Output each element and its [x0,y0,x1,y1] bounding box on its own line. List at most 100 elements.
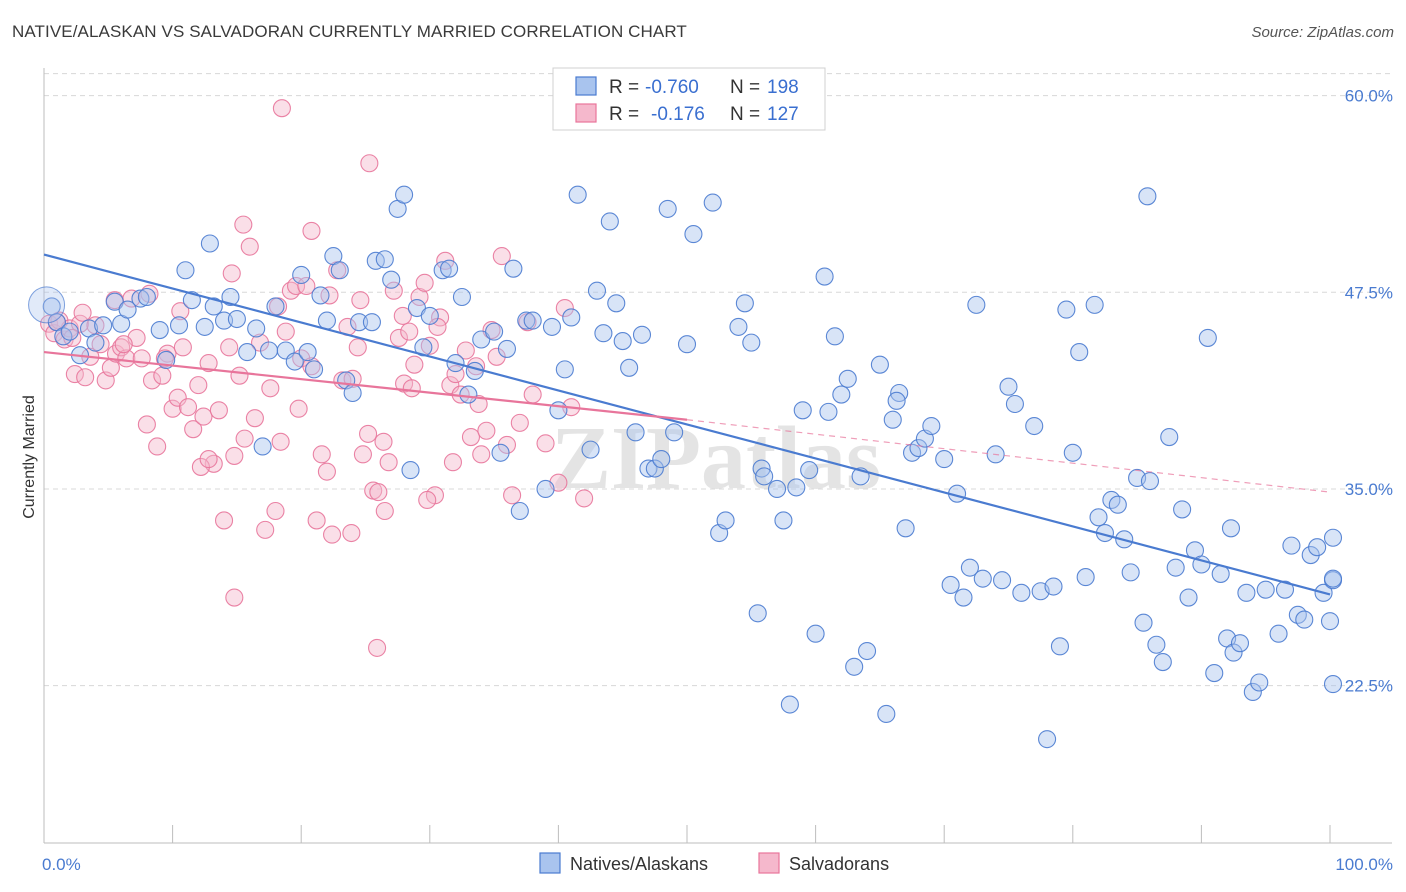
salvadorans-point-72 [410,287,429,307]
salvadorans-point-40 [245,409,264,428]
y-tick-label-1: 35.0% [1345,480,1393,499]
natives-point-58 [485,322,504,341]
salvadorans-point-27 [178,398,198,417]
salvadorans-point-99 [225,588,244,607]
trend-lines [43,253,1331,596]
natives-point-60 [497,339,517,358]
legend-n-label-0: N = [730,77,760,98]
salvadorans-point-0 [40,314,59,333]
salvadorans-point-74 [420,336,439,355]
natives-point-139 [1089,508,1108,527]
natives-point-133 [1038,730,1057,749]
salvadorans-point-45 [271,432,290,451]
salvadorans-point-50 [297,276,316,296]
salvadorans-point-22 [153,366,172,385]
salvadorans-point-30 [194,407,213,426]
natives-point-90 [729,317,748,336]
y-tick-label-3: 60.0% [1345,87,1393,106]
natives-point-77 [620,358,639,377]
salvadorans-point-64 [369,483,388,502]
natives-point-16 [176,261,195,280]
natives-point-183 [1085,295,1104,314]
salvadorans-point-124 [222,264,241,283]
natives-point-34 [311,286,330,305]
salvadorans-point-33 [209,401,228,420]
natives-point-137 [1070,343,1089,362]
salvadorans-point-100 [368,638,387,657]
salvadorans-point-96 [575,489,594,508]
natives-point-184 [1057,300,1076,319]
natives-point-172 [1308,538,1327,557]
legend-swatch-pink [575,103,597,123]
natives-point-11 [131,289,150,308]
natives-point-73 [594,324,613,343]
salvadorans-point-114 [555,298,574,318]
natives-point-86 [684,225,703,244]
legend-n-value-1: 127 [767,104,799,125]
natives-point-83 [658,199,677,218]
salvadorans-point-35 [220,338,239,357]
natives-point-134 [1044,577,1063,596]
chart-title: NATIVE/ALASKAN VS SALVADORAN CURRENTLY M… [12,22,687,41]
salvadorans-point-20 [142,371,162,390]
salvadorans-point-55 [323,525,342,544]
salvadorans-point-51 [302,357,321,376]
natives-point-135 [1050,637,1069,656]
natives-point-118 [922,416,941,436]
bottom-legend: Natives/Alaskans Salvadorans [539,852,889,874]
y-tick-label-2: 47.5% [1345,283,1393,302]
x-tick-labels: 0.0% 100.0% [42,855,1393,874]
natives-point-163 [1243,682,1262,701]
natives-point-59 [491,443,510,462]
natives-point-104 [825,327,844,346]
legend-n-label-1: N = [730,104,760,125]
natives-point-178 [1323,675,1343,694]
salvadorans-point-21 [148,437,167,456]
natives-point-7 [94,316,113,335]
natives-point-27 [259,341,279,360]
natives-point-105 [832,385,851,404]
natives-point-125 [973,569,992,588]
natives-point-165 [1256,580,1275,599]
salvadorans-point-67 [384,281,403,300]
natives-point-129 [1005,394,1024,414]
natives-point-168 [1282,536,1301,555]
natives-point-102 [806,624,825,643]
salvadorans-point-92 [523,385,542,404]
natives-point-37 [330,261,349,280]
natives-point-54 [452,287,472,307]
natives-point-81 [645,459,664,478]
natives-point-114 [896,519,915,538]
salvadorans-point-91 [510,413,529,432]
salvadorans-point-29 [189,376,208,395]
natives-point-80 [639,459,658,478]
salvadorans-point-60 [348,338,367,357]
natives-point-13 [150,320,169,340]
natives-point-44 [382,270,401,289]
natives-point-138 [1076,568,1095,587]
natives-alaskans-points [28,185,1343,749]
natives-point-55 [459,385,478,404]
salvadorans-point-43 [261,379,280,398]
salvadorans-point-26 [173,338,192,357]
natives-point-181 [1138,187,1157,206]
salvadorans-point-19 [137,415,156,434]
natives-point-46 [395,185,414,204]
natives-point-123 [960,558,979,577]
natives-point-179 [815,267,834,286]
bottom-legend-natives: Natives/Alaskans [570,854,708,874]
natives-point-98 [780,695,799,714]
natives-point-148 [1147,635,1166,654]
natives-point-65 [536,479,555,499]
salvadorans-point-65 [374,432,393,451]
natives-point-43 [375,250,394,269]
natives-point-101 [800,461,819,480]
natives-point-20 [204,297,223,316]
natives-trend-line [43,253,1331,596]
natives-point-182 [1221,519,1241,538]
natives-point-41 [362,313,381,332]
natives-point-42 [366,251,385,270]
natives-point-87 [703,193,722,212]
natives-point-47 [401,461,420,480]
